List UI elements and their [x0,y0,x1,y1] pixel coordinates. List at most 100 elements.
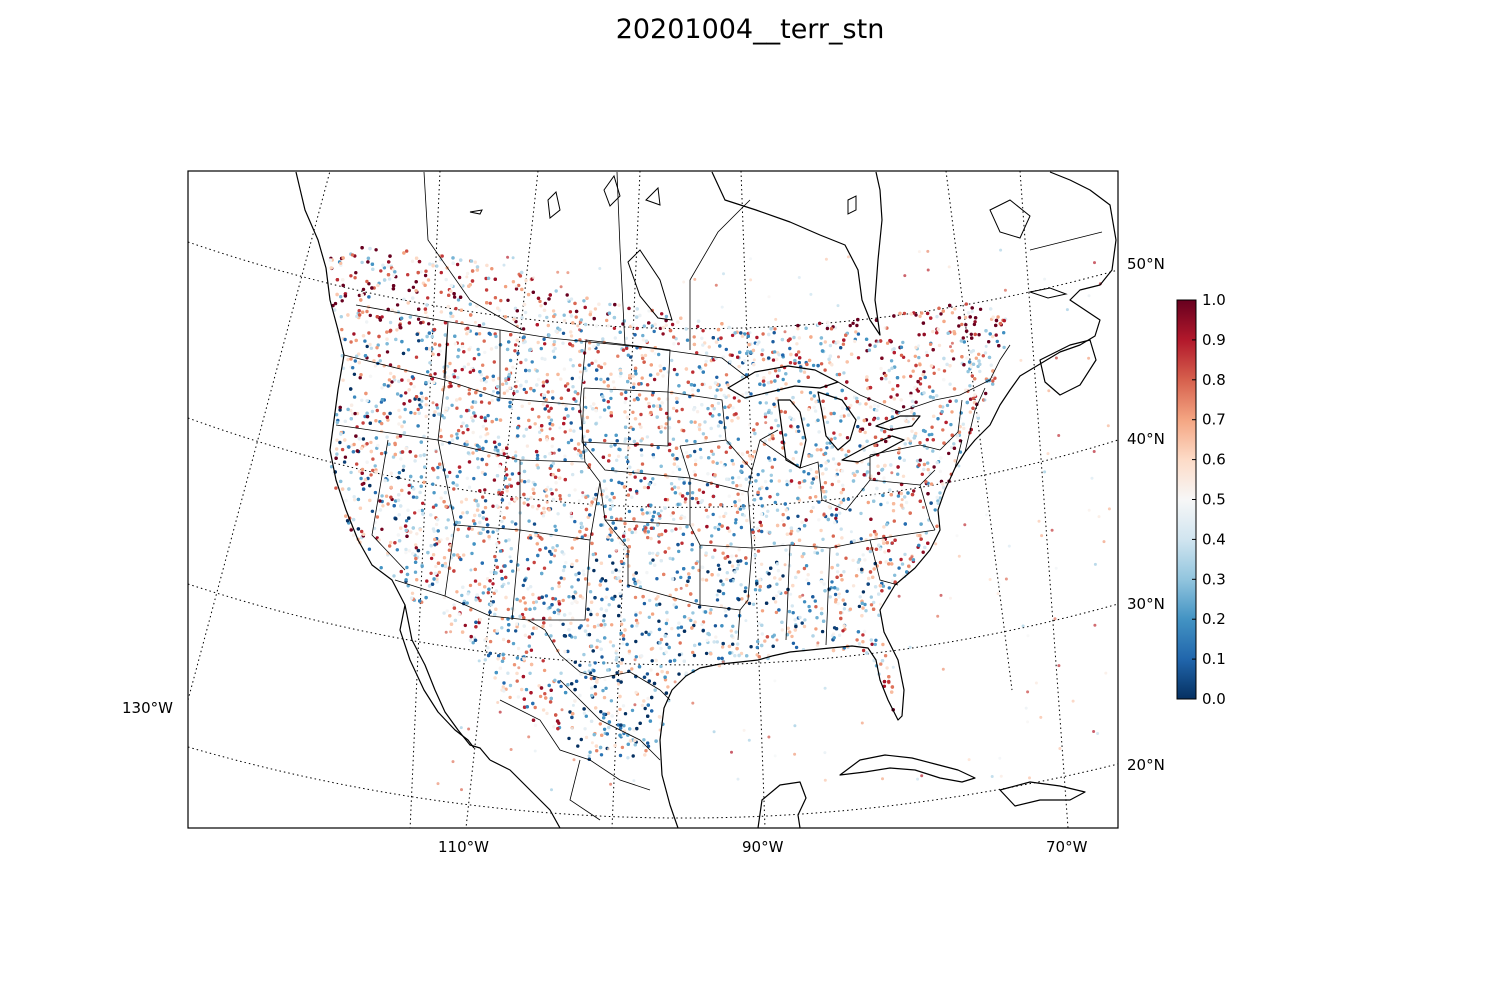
station-point [515,679,519,683]
station-point [478,617,482,622]
station-point [606,711,611,715]
station-point [623,425,628,429]
station-point [704,351,709,355]
station-point [769,566,773,570]
station-point [524,278,528,283]
station-point [551,473,555,477]
station-point [882,679,887,684]
station-point [997,344,1001,348]
station-point [823,451,828,456]
station-point [763,439,768,443]
station-point [846,449,851,453]
station-point [703,610,708,614]
station-point [865,439,869,443]
station-point [630,495,634,499]
station-point [466,451,471,455]
station-point [404,519,409,523]
station-point [922,462,927,467]
station-point [430,335,434,339]
station-point [515,338,519,342]
station-point [724,614,728,618]
station-point [864,337,869,341]
station-point [631,754,635,758]
station-point [657,715,662,719]
station-point [481,424,485,429]
station-point [708,385,712,390]
station-point [957,316,962,320]
station-point [816,363,820,368]
station-point [844,453,848,457]
station-point [617,447,621,451]
station-point [819,570,824,574]
station-point [481,516,486,520]
station-point [334,413,339,417]
station-point [719,503,723,507]
station-point [921,321,926,325]
station-point [832,636,836,640]
station-point [704,551,708,555]
station-point [762,376,766,380]
station-point [852,539,856,543]
station-point [456,375,460,380]
station-point [473,513,477,518]
station-point [728,651,732,655]
station-point [428,262,432,266]
station-point [443,561,447,566]
station-point [807,604,811,609]
station-point [802,524,807,528]
station-point [540,424,544,428]
station-point [353,411,357,416]
station-point [438,349,442,353]
station-point [602,712,606,716]
station-point [889,359,894,363]
station-point [701,329,705,333]
station-point [393,541,397,545]
station-point [395,548,399,552]
station-point [839,616,843,621]
station-point [399,457,403,461]
station-point [508,477,512,482]
station-point [507,369,511,374]
station-point [739,651,744,656]
station-point [891,387,895,391]
station-point [572,397,576,401]
station-point [545,404,549,408]
station-point [338,440,342,445]
station-point [686,579,690,583]
station-point [397,379,401,384]
station-point [529,536,533,540]
station-point [845,380,849,384]
station-point [744,561,748,566]
station-point [749,457,753,461]
station-point [579,470,584,474]
station-point [611,380,616,384]
station-point [558,618,562,623]
station-point [488,301,492,305]
station-point [434,522,439,527]
station-point [414,355,419,359]
station-point [829,327,834,331]
station-point [661,374,665,378]
station-point [446,518,450,522]
station-point [452,553,456,557]
station-point [802,600,807,604]
station-point [924,531,928,535]
station-point [643,753,647,757]
station-point [935,314,939,319]
station-point [712,640,716,644]
station-point [647,482,652,486]
station-point [871,607,876,611]
station-point [505,446,509,450]
station-point [798,615,802,620]
station-point [839,490,844,495]
station-point [395,435,400,439]
station-point [973,393,977,397]
station-point [517,283,521,288]
station-point [866,500,870,505]
station-point [338,405,342,410]
station-point [640,508,644,512]
station-point [819,528,823,533]
station-point [912,412,916,416]
station-point [915,459,920,463]
station-point [448,361,452,366]
